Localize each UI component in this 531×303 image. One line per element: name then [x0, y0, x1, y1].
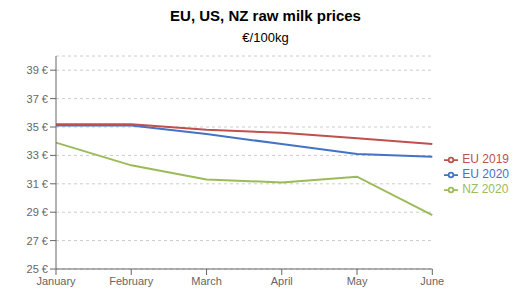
html-text:EU 2020: EU 2020: [462, 167, 509, 182]
svg-text:January: January: [36, 275, 76, 287]
svg-text:April: April: [271, 275, 293, 287]
html-text:EU, US, NZ raw milk prices: EU, US, NZ raw milk prices: [170, 7, 361, 24]
svg-text:39 €: 39 €: [27, 64, 48, 76]
svg-text:35 €: 35 €: [27, 121, 48, 133]
svg-text:25 €: 25 €: [27, 263, 48, 275]
svg-text:June: June: [420, 275, 444, 287]
svg-text:February: February: [109, 275, 154, 287]
svg-text:29 €: 29 €: [27, 206, 48, 218]
html-text:NZ 2020: NZ 2020: [462, 181, 509, 196]
svg-text:31 €: 31 €: [27, 178, 48, 190]
svg-text:37 €: 37 €: [27, 93, 48, 105]
svg-text:33 €: 33 €: [27, 149, 48, 161]
svg-text:May: May: [347, 275, 368, 287]
svg-text:27 €: 27 €: [27, 235, 48, 247]
svg-text:March: March: [191, 275, 222, 287]
html-text:€/100kg: €/100kg: [242, 30, 289, 45]
html-text:EU 2019: EU 2019: [462, 152, 509, 167]
